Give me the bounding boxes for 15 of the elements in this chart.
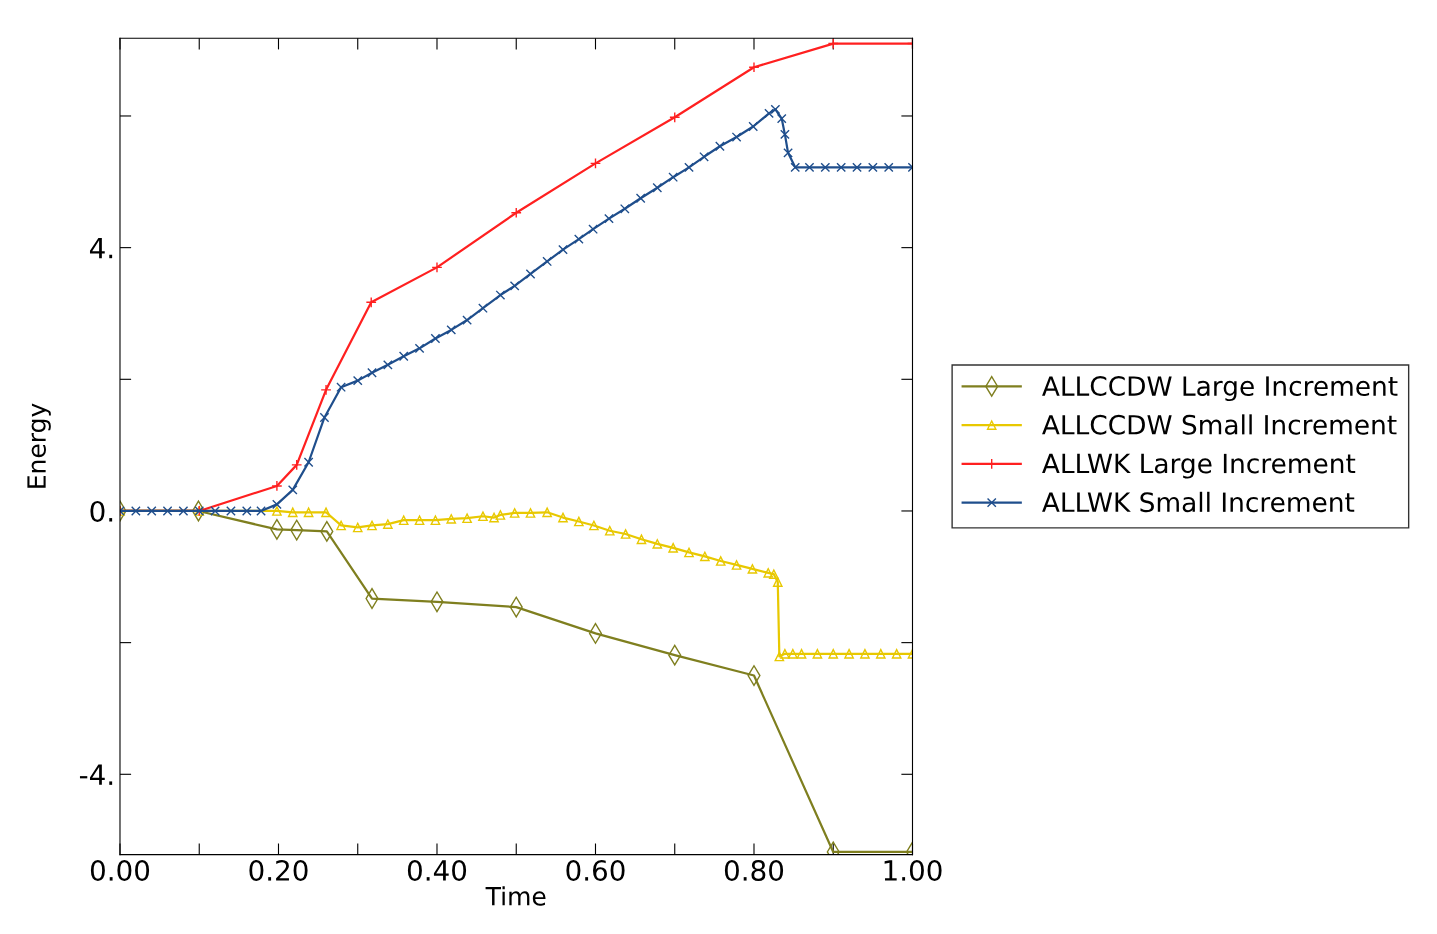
legend-label: ALLCCDW Small Increment xyxy=(1042,414,1397,435)
x-axis-title: Time xyxy=(485,886,546,906)
x-tick-label: 0.40 xyxy=(407,859,467,881)
x-tick-label: 0.20 xyxy=(249,859,308,881)
x-tick-label: 1.00 xyxy=(884,859,942,881)
x-tick-label: 0.00 xyxy=(90,859,150,881)
legend-label: ALLWK Small Increment xyxy=(1042,491,1355,513)
y-tick-label: -4. xyxy=(79,764,113,785)
legend-label: ALLWK Large Increment xyxy=(1042,453,1356,479)
x-tick-label: 0.60 xyxy=(566,859,625,881)
legend-label: ALLCCDW Large Increment xyxy=(1042,376,1398,402)
y-tick-label: 0. xyxy=(90,500,113,522)
y-axis-title: Energy xyxy=(27,403,51,488)
x-tick-label: 0.80 xyxy=(724,859,784,881)
y-tick-label: 4. xyxy=(89,237,113,259)
